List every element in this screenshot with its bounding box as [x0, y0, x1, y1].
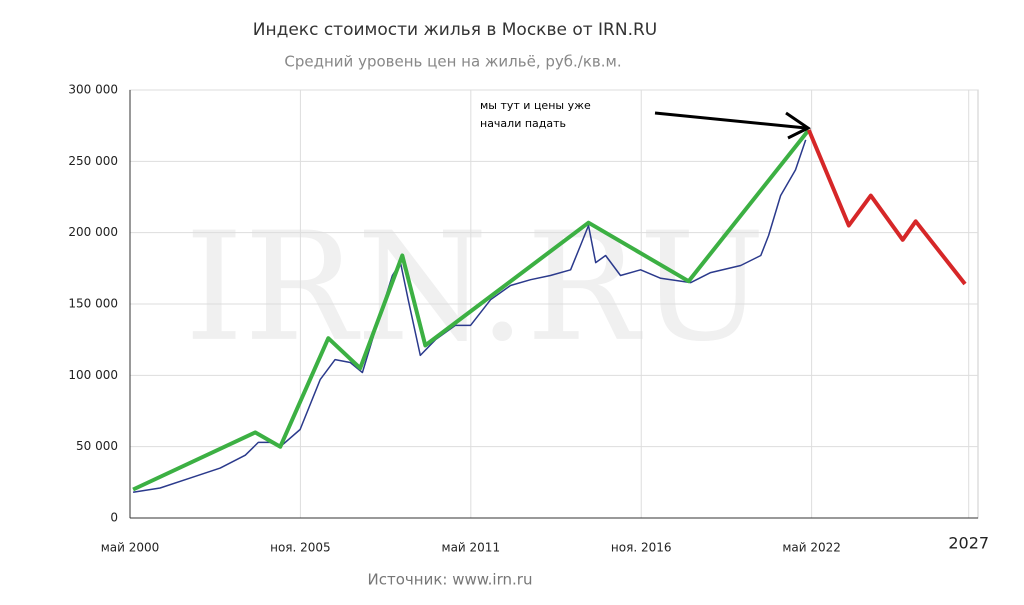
series-line	[806, 129, 967, 286]
watermark: IRN.RU	[185, 201, 766, 375]
x-tick-label: ноя. 2016	[611, 541, 672, 555]
x-tick-label: май 2022	[782, 541, 841, 555]
y-tick-label: 150 000	[68, 297, 118, 311]
y-tick-label: 50 000	[76, 439, 118, 453]
series-line	[132, 128, 811, 492]
x-tick-label: ноя. 2005	[270, 541, 331, 555]
arrow	[654, 111, 807, 130]
y-tick-label: 0	[110, 511, 118, 525]
y-tick-label: 250 000	[68, 154, 118, 168]
arrow-head	[785, 111, 811, 140]
y-tick-label: 100 000	[68, 368, 118, 382]
annotation: начали падать	[480, 117, 566, 130]
x-tick-label: май 2011	[442, 541, 501, 555]
annotation: мы тут и цены уже	[480, 99, 591, 112]
source: Источник: www.irn.ru	[368, 571, 533, 589]
x-tick-label: май 2000	[101, 541, 160, 555]
y-tick-label: 200 000	[68, 225, 118, 239]
plot: 0 50 000 100 000 150 000 200 000 250 000 300 0…	[68, 83, 989, 555]
y-tick-label: 300 000	[68, 83, 118, 97]
x-tick-label: 2027	[948, 534, 989, 553]
chart-title: Индекс стоимости жилья в Москве от IRN.R…	[253, 20, 657, 40]
chart-subtitle: Средний уровень цен на жильё, руб./кв.м.	[284, 53, 621, 71]
